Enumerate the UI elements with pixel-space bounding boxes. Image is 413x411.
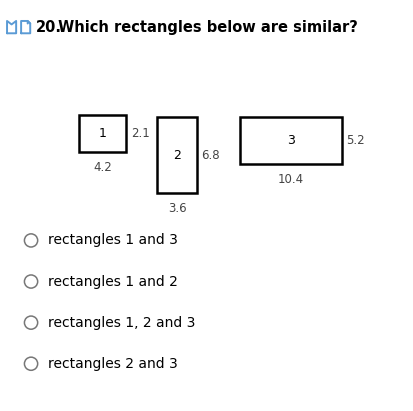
Text: 10.4: 10.4 bbox=[277, 173, 303, 187]
Text: rectangles 1 and 2: rectangles 1 and 2 bbox=[48, 275, 178, 289]
Text: 3: 3 bbox=[286, 134, 294, 147]
Text: 1: 1 bbox=[98, 127, 106, 140]
Text: rectangles 1 and 3: rectangles 1 and 3 bbox=[48, 233, 178, 247]
Text: Which rectangles below are similar?: Which rectangles below are similar? bbox=[53, 20, 357, 35]
Text: 3.6: 3.6 bbox=[167, 202, 186, 215]
Bar bbox=[157, 117, 196, 193]
Text: 6.8: 6.8 bbox=[201, 149, 220, 162]
Bar bbox=[78, 115, 126, 152]
Text: 4.2: 4.2 bbox=[93, 161, 112, 174]
Text: rectangles 2 and 3: rectangles 2 and 3 bbox=[48, 357, 178, 371]
Text: 2.1: 2.1 bbox=[131, 127, 150, 140]
Bar bbox=[240, 117, 341, 164]
Text: rectangles 1, 2 and 3: rectangles 1, 2 and 3 bbox=[48, 316, 195, 330]
Text: 2: 2 bbox=[173, 149, 180, 162]
Text: 5.2: 5.2 bbox=[346, 134, 364, 147]
Text: 20.: 20. bbox=[36, 20, 62, 35]
